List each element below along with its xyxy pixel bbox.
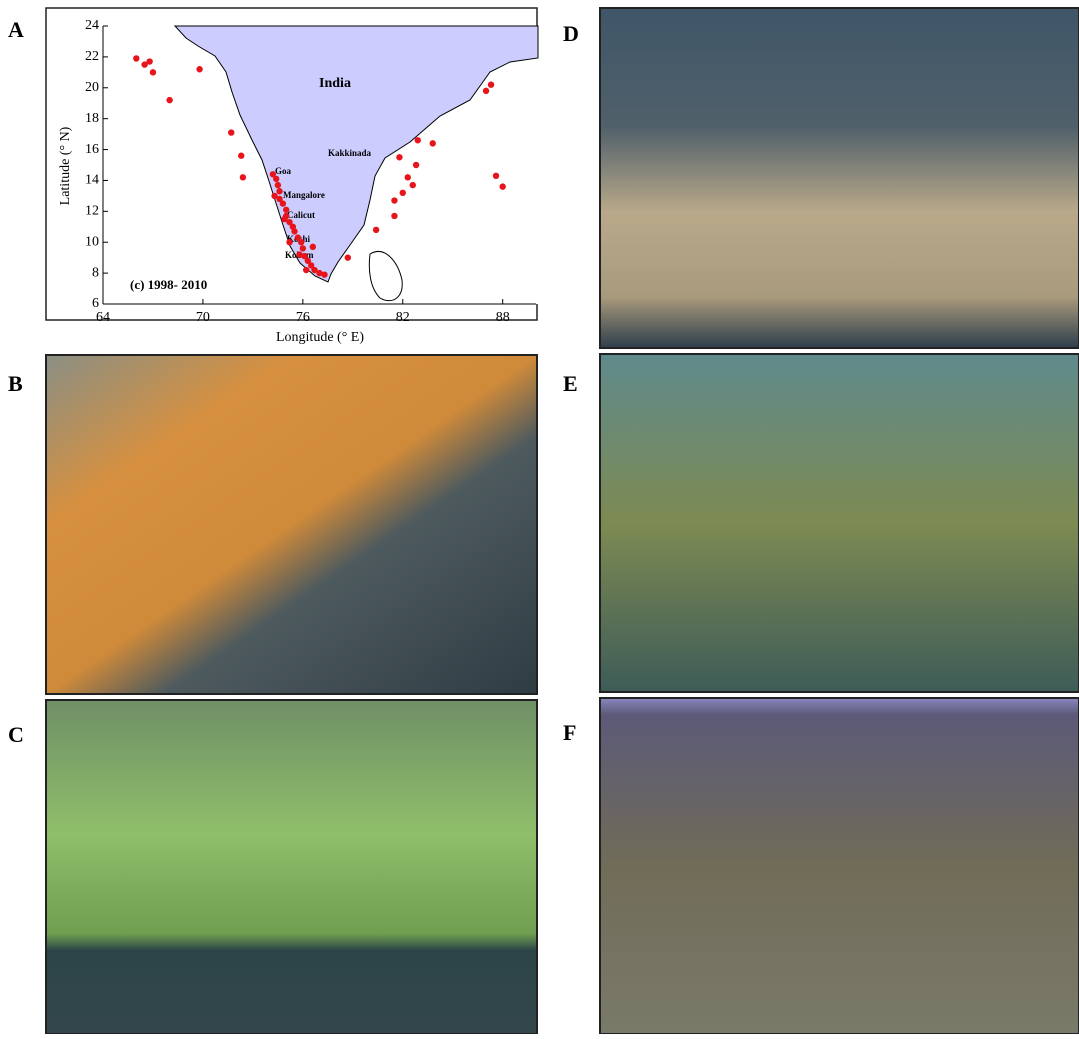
point (298, 239, 304, 245)
point (273, 176, 279, 182)
point (488, 81, 494, 87)
point (280, 200, 286, 206)
place-label: Mangalore (283, 190, 325, 200)
panel-letter: C (8, 722, 24, 747)
point (228, 129, 234, 135)
point (493, 173, 499, 179)
point (405, 174, 411, 180)
y-tick-label: 8 (92, 265, 99, 280)
point (400, 190, 406, 196)
panel-letter: F (563, 720, 576, 745)
map-annotation: (c) 1998- 2010 (130, 277, 207, 292)
photo-e (600, 354, 1079, 692)
point (276, 188, 282, 194)
y-tick-label: 18 (85, 111, 99, 126)
point (430, 140, 436, 146)
y-axis-label: Latitude (° N) (58, 126, 73, 205)
point (499, 183, 505, 189)
panel-letter: D (563, 21, 579, 46)
place-label: Calicut (287, 210, 315, 220)
x-tick-label: 64 (96, 310, 110, 325)
x-axis-label: Longitude (° E) (276, 330, 364, 345)
point (133, 55, 139, 61)
point (150, 69, 156, 75)
point (281, 216, 287, 222)
figure: A B C D E F (c) 1998- 2010 India Longitu… (0, 0, 1079, 1034)
point (410, 182, 416, 188)
x-tick-label: 76 (296, 310, 310, 325)
y-tick-label: 12 (85, 204, 99, 219)
photo-b (46, 355, 537, 694)
y-tick-label: 24 (85, 18, 99, 33)
point (321, 271, 327, 277)
point (303, 267, 309, 273)
point (196, 66, 202, 72)
point (146, 58, 152, 64)
point (238, 153, 244, 159)
x-tick-label: 70 (196, 310, 210, 325)
point (300, 245, 306, 251)
y-tick-label: 6 (92, 296, 99, 311)
point (166, 97, 172, 103)
y-tick-label: 20 (85, 80, 99, 95)
place-label: Goa (275, 166, 292, 176)
point (275, 182, 281, 188)
y-tick-label: 16 (85, 142, 99, 157)
point (483, 88, 489, 94)
point (373, 227, 379, 233)
panel-letter: E (563, 371, 578, 396)
point (310, 244, 316, 250)
x-tick-label: 82 (396, 310, 410, 325)
y-tick-label: 10 (85, 234, 99, 249)
x-tick-label: 88 (496, 310, 510, 325)
region-label: India (319, 76, 351, 91)
point (415, 137, 421, 143)
point (291, 228, 297, 234)
point (396, 154, 402, 160)
point (345, 254, 351, 260)
y-tick-label: 22 (85, 49, 99, 64)
point (286, 239, 292, 245)
y-tick-label: 14 (85, 173, 99, 188)
point (240, 174, 246, 180)
point (391, 197, 397, 203)
panel-letter: A (8, 17, 24, 42)
photo-f (600, 698, 1079, 1034)
point (391, 213, 397, 219)
point (413, 162, 419, 168)
panel-letter: B (8, 371, 23, 396)
photo-c (46, 700, 537, 1034)
point (296, 251, 302, 257)
place-label: Kakkinada (328, 148, 372, 158)
photo-d (600, 8, 1079, 348)
point (283, 207, 289, 213)
